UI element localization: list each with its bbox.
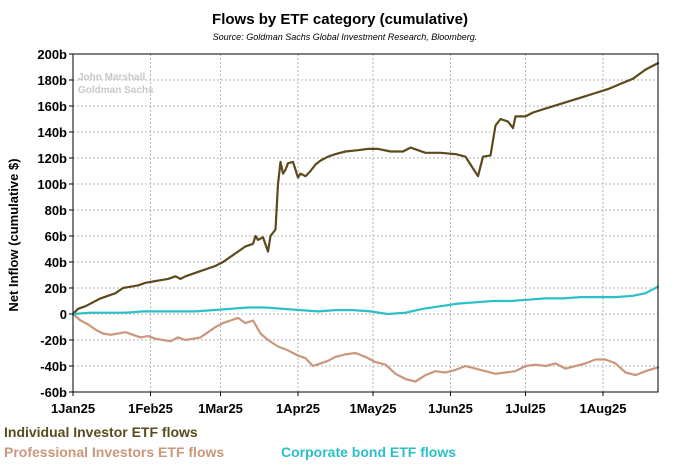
- x-tick-label: 1Feb25: [128, 401, 173, 416]
- plot-area: [73, 54, 658, 392]
- x-tick-label: 1Aug25: [580, 401, 627, 416]
- y-tick-label: 100b: [37, 177, 67, 192]
- plot-border: [72, 53, 659, 393]
- series-line-corporate-bond: [71, 285, 660, 316]
- y-tick-label: 200b: [37, 47, 67, 62]
- x-tick-label: 1Apr25: [276, 401, 320, 416]
- watermark-author: John Marshall: [78, 72, 145, 83]
- y-tick-label: 20b: [45, 281, 67, 296]
- y-tick-label: -60b: [40, 385, 67, 400]
- legend-individual: Individual Investor ETF flows: [4, 424, 198, 440]
- y-tick-label: 160b: [37, 99, 67, 114]
- y-tick-label: 140b: [37, 125, 67, 140]
- watermark-firm: Goldman Sachs: [78, 85, 154, 96]
- y-tick-label: 120b: [37, 151, 67, 166]
- x-tick-label: 1Jul25: [505, 401, 545, 416]
- y-tick-label: -40b: [40, 359, 67, 374]
- x-tick-label: 1Mar25: [198, 401, 243, 416]
- x-tick-label: 1Jun25: [428, 401, 473, 416]
- legend-professional: Professional Investors ETF flows: [4, 444, 224, 460]
- y-tick-label: 180b: [37, 73, 67, 88]
- series-line-professional: [71, 312, 660, 383]
- x-tick-label: 1May25: [350, 401, 397, 416]
- y-tick-label: 40b: [45, 255, 67, 270]
- y-axis-label: Net Inflow (cumulative $): [6, 158, 21, 311]
- y-tick-label: 0: [60, 307, 67, 322]
- chart-title: Flows by ETF category (cumulative): [212, 11, 468, 28]
- y-tick-label: 60b: [45, 229, 67, 244]
- x-tick-label: 1Jan25: [51, 401, 95, 416]
- y-tick-label: 80b: [45, 203, 67, 218]
- chart-subtitle: Source: Goldman Sachs Global Investment …: [213, 32, 478, 42]
- y-tick-label: -20b: [40, 333, 67, 348]
- legend-corporate-bond: Corporate bond ETF flows: [281, 444, 456, 460]
- series-line-individual: [71, 62, 660, 316]
